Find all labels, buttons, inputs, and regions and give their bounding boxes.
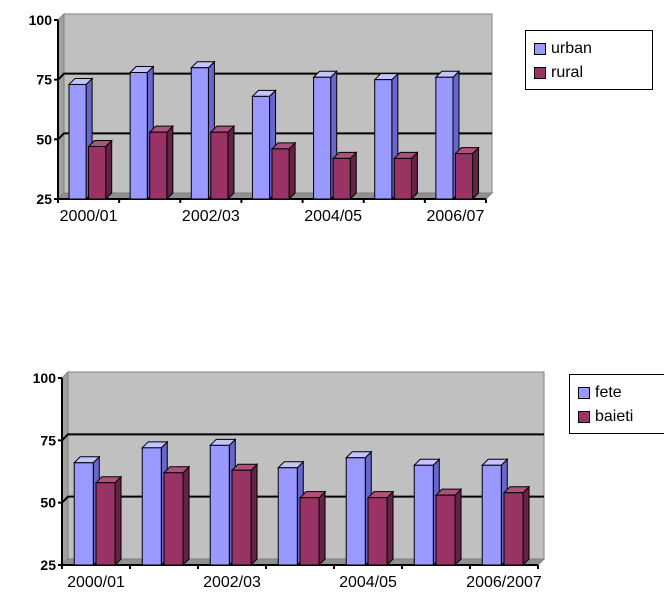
chart1-bar-front-rural-0	[88, 145, 107, 200]
legend-item-urban: urban	[534, 37, 644, 61]
chart2-bar-side-baieti-4	[386, 490, 394, 567]
chart1-bar-urban-4	[312, 70, 338, 201]
chart1-ytick-label-25: 25	[36, 191, 52, 207]
chart1-ytick-label-100: 100	[29, 12, 53, 28]
chart1-bar-front-urban-6	[435, 76, 454, 200]
chart2-bar-baieti-4	[366, 490, 395, 567]
chart-fete-baieti-plot: 100 75 50 25 2000/01 2002/03 2004/05 2006/2007	[33, 370, 546, 591]
chart1-ytick-label-50: 50	[36, 131, 52, 147]
legend-swatch-fete	[578, 387, 590, 399]
chart1-xtick-label-0: 2000/01	[60, 208, 118, 225]
legend-label-fete: fete	[595, 384, 622, 401]
chart2-ytick-label-50: 50	[40, 495, 56, 511]
chart2-bar-side-baieti-3	[318, 490, 326, 567]
chart1-xtick-label-6: 2006/07	[427, 208, 485, 225]
chart2-xtick-label-4: 2004/05	[339, 574, 397, 591]
chart1-bar-front-rural-3	[271, 148, 290, 200]
chart2-bar-baieti-6	[502, 485, 531, 567]
legend-swatch-rural	[534, 67, 546, 79]
chart2-bar-side-baieti-6	[522, 485, 530, 567]
chart2-bar-side-baieti-1	[182, 465, 190, 567]
chart2-bar-baieti-1	[162, 465, 191, 567]
chart1-bar-side-rural-6	[472, 146, 480, 201]
chart1-bar-front-rural-5	[393, 157, 412, 200]
chart2-bar-side-baieti-5	[454, 487, 462, 567]
chart1-bar-rural-6	[454, 146, 480, 201]
chart1-bar-rural-4	[331, 151, 358, 201]
chart2-bar-baieti-2	[230, 463, 259, 567]
chart1-bar-side-rural-4	[349, 151, 357, 201]
legend-item-rural: rural	[534, 61, 644, 85]
legend-label-baieti: baieti	[595, 408, 634, 425]
chart2-bar-front-baieti-6	[503, 492, 524, 566]
chart2-gridline-75	[61, 433, 544, 442]
legend-item-baieti: baieti	[578, 405, 660, 429]
chart1-bar-front-urban-4	[313, 76, 332, 200]
chart1-xtick-label-4: 2004/05	[304, 208, 362, 225]
chart2-bar-front-fete-1	[141, 447, 162, 566]
chart2-bar-baieti-0	[94, 475, 123, 567]
chart2-bar-front-baieti-2	[231, 469, 252, 566]
chart2-bar-baieti-5	[434, 487, 463, 567]
chart2-bar-front-fete-0	[73, 462, 94, 566]
chart2-bar-side-baieti-2	[250, 463, 258, 567]
chart1-bar-front-rural-6	[454, 153, 474, 200]
chart1-bar-urban-6	[434, 70, 461, 201]
chart2-ytick-label-100: 100	[33, 370, 57, 386]
chart2-bar-front-baieti-0	[95, 482, 116, 566]
chart1-bar-front-rural-1	[149, 131, 168, 200]
chart2-bar-front-fete-2	[209, 444, 230, 566]
chart2-bar-front-baieti-1	[163, 472, 184, 566]
chart1-bar-rural-3	[270, 141, 297, 201]
chart1-bar-rural-1	[148, 124, 175, 201]
chart1-bar-front-urban-5	[374, 79, 393, 200]
chart-urban-rural-plot: 100 75 50 25 2000/01 2002/03 2004/05 2006/07	[29, 12, 494, 225]
chart2-bar-front-fete-4	[345, 457, 366, 566]
chart2-xtick-label-6: 2006/2007	[466, 574, 542, 591]
chart1-bar-front-urban-3	[251, 95, 271, 200]
chart2-xtick-label-0: 2000/01	[67, 574, 125, 591]
chart-urban-rural: 100 75 50 25 2000/01 2002/03 2004/05 2006/07 ur…	[0, 0, 664, 250]
chart1-bar-front-urban-0	[68, 83, 87, 200]
chart1-xtick-label-2: 2002/03	[182, 208, 240, 225]
chart1-bar-rural-5	[393, 151, 419, 201]
chart2-bar-front-baieti-3	[299, 497, 320, 566]
chart1-bar-side-rural-2	[227, 124, 235, 201]
chart1-bar-side-rural-1	[166, 124, 174, 201]
chart1-gridline-75	[57, 72, 492, 81]
chart1-bar-front-rural-4	[332, 157, 351, 200]
chart2-bar-front-baieti-4	[367, 497, 388, 566]
chart1-bar-rural-0	[87, 139, 113, 201]
legend-label-rural: rural	[551, 64, 584, 81]
chart2-bar-front-baieti-5	[435, 494, 456, 566]
chart2-ytick-label-25: 25	[40, 557, 56, 573]
chart1-bar-front-urban-2	[190, 67, 209, 200]
chart1-bar-rural-2	[209, 124, 236, 201]
chart2-bar-baieti-3	[298, 490, 327, 567]
chart1-bar-front-urban-1	[129, 72, 148, 200]
legend-fete-baieti: fete baieti	[569, 374, 664, 434]
chart2-bar-front-fete-6	[481, 464, 502, 566]
chart-fete-baieti: 100 75 50 25 2000/01 2002/03 2004/05 2006/2007 …	[0, 360, 664, 592]
legend-item-fete: fete	[578, 381, 660, 405]
chart1-bar-side-rural-5	[410, 151, 418, 201]
legend-swatch-baieti	[578, 411, 590, 423]
chart1-bar-front-rural-2	[210, 131, 229, 200]
chart1-bar-side-rural-3	[288, 141, 296, 201]
legend-swatch-urban	[534, 43, 546, 55]
chart1-bar-side-rural-0	[105, 139, 113, 201]
chart2-bar-side-baieti-0	[114, 475, 122, 567]
chart1-gridline-50	[57, 132, 492, 141]
chart2-bar-front-fete-3	[277, 467, 298, 566]
chart1-ytick-label-75: 75	[36, 72, 52, 88]
chart2-ytick-label-75: 75	[40, 432, 56, 448]
legend-label-urban: urban	[551, 40, 592, 57]
chart2-bar-fete-5	[413, 458, 441, 567]
legend-urban-rural: urban rural	[525, 30, 653, 90]
chart2-xtick-label-2: 2002/03	[203, 574, 261, 591]
chart2-bar-front-fete-5	[413, 464, 434, 566]
